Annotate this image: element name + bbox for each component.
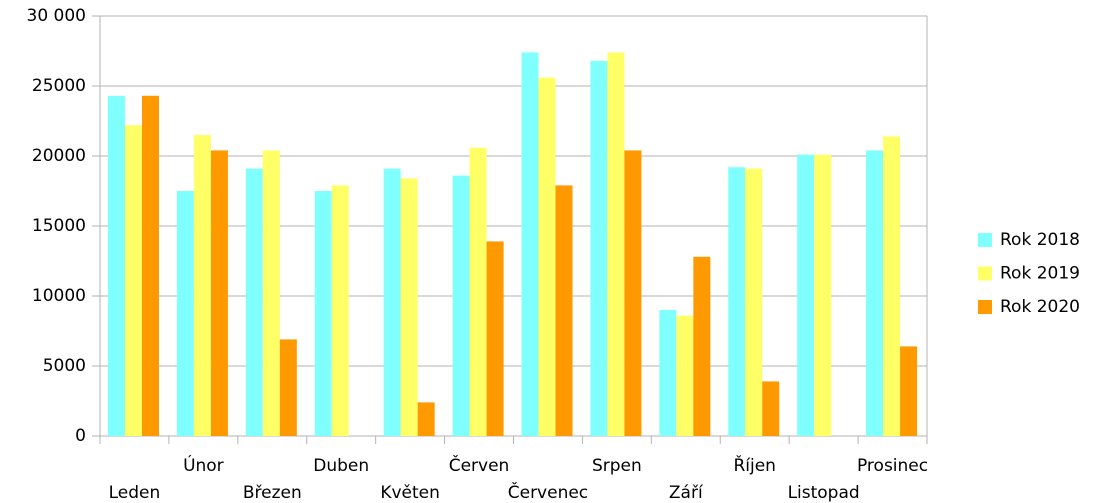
bar	[245, 168, 263, 436]
bar	[108, 95, 125, 437]
x-tick-label: Únor	[183, 454, 224, 476]
bar	[555, 185, 573, 436]
legend-swatch	[978, 266, 992, 281]
bar	[193, 135, 211, 436]
y-tick-label: 30 000	[27, 6, 86, 26]
y-tick-label: 5000	[43, 356, 86, 376]
y-tick-label: 0	[75, 426, 86, 446]
bar	[262, 150, 280, 436]
bar	[469, 147, 487, 436]
x-tick-label: Červenec	[508, 481, 588, 503]
bar	[538, 77, 556, 436]
legend-swatch	[978, 233, 992, 247]
x-tick-label: Listopad	[788, 483, 860, 503]
bar	[762, 381, 780, 436]
bar	[728, 167, 746, 436]
y-tick-label: 10000	[32, 286, 86, 306]
bar	[417, 402, 435, 436]
x-tick-label: Březen	[243, 483, 302, 503]
bar	[866, 150, 884, 436]
x-tick-label: Srpen	[592, 456, 642, 476]
bar	[693, 256, 711, 436]
bar	[142, 95, 159, 437]
bar	[624, 150, 642, 436]
bar	[797, 154, 815, 436]
bar	[452, 175, 470, 436]
bar	[659, 310, 677, 436]
x-tick-label: Prosinec	[857, 456, 928, 476]
legend-label: Rok 2018	[1000, 230, 1080, 250]
y-tick-label: 15000	[32, 216, 86, 236]
bar	[814, 154, 832, 436]
y-tick-label: 25000	[32, 76, 86, 96]
x-tick-label: Duben	[313, 456, 369, 476]
bar	[486, 241, 504, 436]
bar	[883, 136, 901, 436]
bar	[176, 191, 194, 436]
bar	[900, 346, 918, 436]
bar	[314, 191, 332, 436]
bar	[125, 125, 142, 436]
x-tick-label: Květen	[380, 483, 440, 503]
bar	[400, 178, 418, 436]
bar	[210, 150, 228, 436]
bar	[331, 185, 349, 436]
bar	[521, 52, 539, 437]
x-tick-label: Říjen	[733, 454, 776, 476]
legend-label: Rok 2019	[1000, 264, 1080, 284]
bar	[279, 339, 297, 436]
bar	[383, 168, 401, 436]
bar	[607, 52, 625, 437]
x-tick-label: Leden	[109, 483, 161, 503]
y-tick-label: 20000	[32, 146, 86, 166]
x-tick-label: Červen	[449, 454, 510, 476]
bar	[745, 168, 763, 436]
bar	[590, 60, 608, 437]
legend-swatch	[978, 300, 992, 314]
bar	[676, 315, 694, 436]
legend-label: Rok 2020	[1000, 297, 1080, 317]
x-tick-label: Září	[669, 483, 704, 503]
